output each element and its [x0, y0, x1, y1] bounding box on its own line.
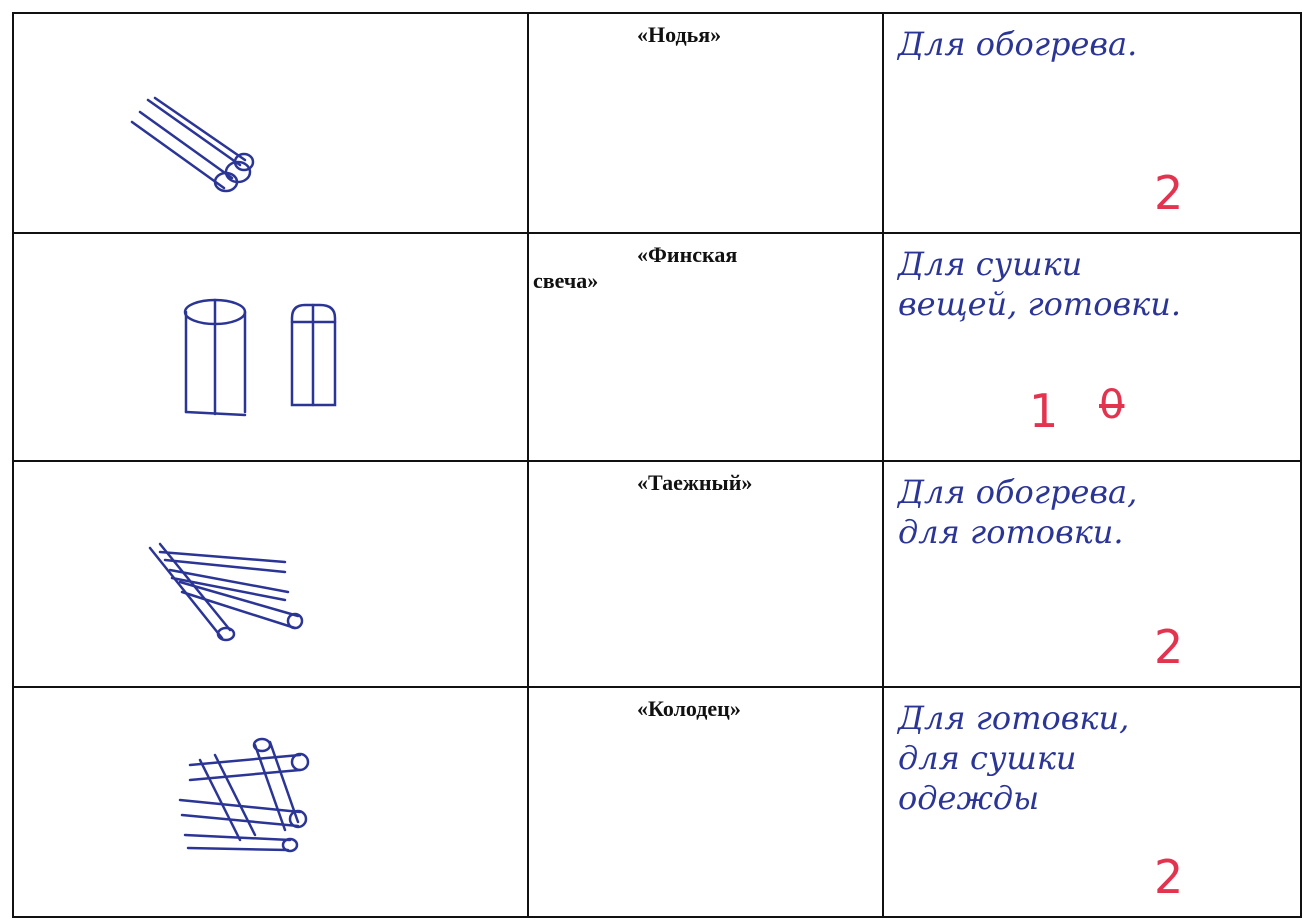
name-cell: «Финская свеча»	[527, 232, 884, 462]
handwritten-purpose: Для готовки, для сушки одежды	[884, 688, 1300, 818]
fire-name: «Таежный»	[529, 462, 882, 496]
purpose-line: Для готовки,	[898, 699, 1130, 737]
purpose-line: Для обогрева.	[898, 25, 1138, 63]
fire-name: «Финская свеча»	[529, 234, 882, 294]
sketch-cell	[12, 12, 529, 234]
handwritten-purpose: Для сушки вещей, готовки.	[884, 234, 1300, 324]
name-cell: «Нодья»	[527, 12, 884, 234]
purpose-line: для готовки.	[898, 513, 1124, 551]
grade: 2	[1154, 166, 1184, 220]
sketch-cell	[12, 686, 529, 918]
name-line: «Финская	[637, 242, 738, 267]
sketch-cell	[12, 460, 529, 688]
purpose-cell: Для сушки вещей, готовки. 0 1	[882, 232, 1302, 462]
name-cell: «Таежный»	[527, 460, 884, 688]
name-line: свеча»	[533, 268, 599, 293]
table-row: «Нодья» Для обогрева. 2	[12, 12, 1302, 234]
purpose-cell: Для обогрева. 2	[882, 12, 1302, 234]
purpose-line: одежды	[898, 779, 1040, 817]
fire-name: «Нодья»	[529, 14, 882, 48]
grade: 2	[1154, 850, 1184, 904]
handwritten-purpose: Для обогрева.	[884, 14, 1300, 64]
fire-name: «Колодец»	[529, 688, 882, 722]
handwritten-purpose: Для обогрева, для готовки.	[884, 462, 1300, 552]
table: «Нодья» Для обогрева. 2 «Финская свеча» Для с…	[12, 12, 1302, 918]
table-row: «Колодец» Для готовки, для сушки одежды 2	[12, 686, 1302, 918]
grade: 1	[1029, 384, 1059, 438]
table-row: «Финская свеча» Для сушки вещей, готовки. 0 1	[12, 232, 1302, 462]
grade: 2	[1154, 620, 1184, 674]
purpose-line: вещей, готовки.	[898, 285, 1182, 323]
name-line: «Колодец»	[637, 696, 741, 721]
purpose-cell: Для обогрева, для готовки. 2	[882, 460, 1302, 688]
purpose-line: Для сушки	[898, 245, 1083, 283]
purpose-cell: Для готовки, для сушки одежды 2	[882, 686, 1302, 918]
name-cell: «Колодец»	[527, 686, 884, 918]
struck-grade: 0	[1099, 382, 1125, 428]
sketch-cell	[12, 232, 529, 462]
purpose-line: Для обогрева,	[898, 473, 1138, 511]
table-body: «Нодья» Для обогрева. 2 «Финская свеча» Для с…	[12, 12, 1302, 918]
name-line: «Нодья»	[637, 22, 722, 47]
table-row: «Таежный» Для обогрева, для готовки. 2	[12, 460, 1302, 688]
name-line: «Таежный»	[637, 470, 753, 495]
purpose-line: для сушки	[898, 739, 1077, 777]
